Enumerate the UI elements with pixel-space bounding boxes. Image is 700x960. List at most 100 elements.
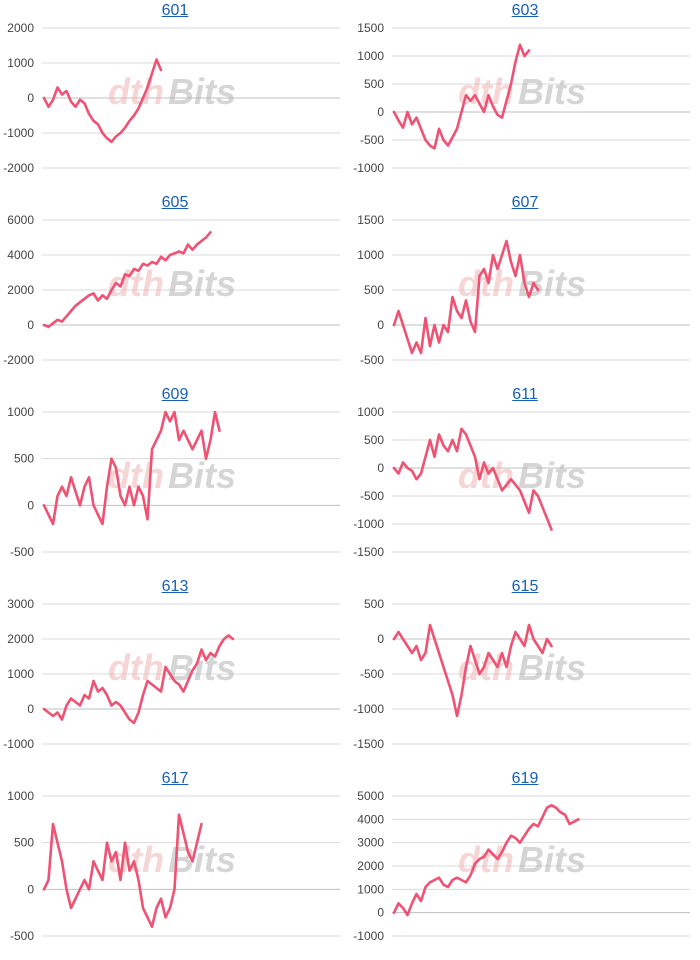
watermark-part2: Bits: [168, 71, 236, 112]
chart-title-link[interactable]: 611: [512, 386, 538, 403]
y-tick-label: -500: [360, 489, 384, 503]
y-tick-label: 500: [364, 283, 384, 297]
chart-panel-615: 500 0 -500 -1000 -1500 dth Bits 615: [350, 576, 700, 768]
series-line-603: [392, 43, 531, 150]
y-tick-label: 2000: [357, 859, 384, 873]
chart-panel-609: 1000 500 0 -500 dth Bits 609: [0, 384, 350, 576]
y-tick-label: -1500: [353, 737, 384, 751]
y-tick-label: 0: [377, 461, 384, 475]
series-line-617: [42, 813, 203, 928]
y-tick-label: 6000: [7, 213, 34, 227]
y-tick-label: 2000: [7, 632, 34, 646]
y-tick-label: 0: [377, 632, 384, 646]
chart-svg-607: 1500 1000 500 0 -500 dth Bits: [357, 213, 690, 367]
chart-title-link[interactable]: 603: [511, 2, 539, 19]
y-tick-label: 1000: [357, 49, 384, 63]
chart-title-link[interactable]: 615: [511, 578, 539, 595]
y-tick-label: 500: [364, 77, 384, 91]
series-line-619: [392, 803, 580, 917]
chart-title-link[interactable]: 601: [161, 2, 189, 19]
y-tick-label: 0: [27, 318, 34, 332]
watermark-part1: dth: [458, 455, 514, 496]
watermark-logo: dth Bits: [108, 647, 236, 688]
chart-svg-613: 3000 2000 1000 0 -1000 dth Bits: [3, 597, 340, 751]
watermark-logo: dth Bits: [458, 71, 586, 112]
series-line-611: [392, 427, 553, 531]
chart-panel-605: 6000 4000 2000 0 -2000 dth Bits 605: [0, 192, 350, 384]
y-tick-label: 0: [27, 91, 34, 105]
y-tick-label: 0: [377, 906, 384, 920]
chart-title-link[interactable]: 607: [511, 194, 539, 211]
y-tick-label: 3000: [357, 836, 384, 850]
y-tick-label: 1000: [7, 789, 34, 803]
chart-panel-603: 1500 1000 500 0 -500 -1000 dth Bits 603: [350, 0, 700, 192]
y-tick-label: -500: [360, 353, 384, 367]
y-tick-label: -1000: [353, 929, 384, 943]
y-tick-label: -1000: [3, 737, 34, 751]
y-tick-label: 2000: [7, 21, 34, 35]
watermark-part2: Bits: [518, 455, 586, 496]
watermark-part1: dth: [458, 263, 514, 304]
watermark-part2: Bits: [518, 71, 586, 112]
series-line-609: [42, 410, 221, 526]
series-line-613: [42, 634, 235, 725]
watermark-logo: dth Bits: [458, 263, 586, 304]
watermark-part1: dth: [108, 71, 164, 112]
y-tick-label: 0: [27, 498, 34, 512]
y-tick-label: 3000: [7, 597, 34, 611]
series-line-615: [392, 623, 553, 718]
y-tick-label: 500: [14, 836, 34, 850]
y-tick-label: -2000: [3, 161, 34, 175]
y-tick-label: 1500: [357, 213, 384, 227]
chart-svg-619: 5000 4000 3000 2000 1000 0 -1000 dth Bits: [353, 789, 690, 943]
y-tick-label: 500: [364, 597, 384, 611]
watermark-logo: dth Bits: [108, 455, 236, 496]
chart-panel-607: 1500 1000 500 0 -500 dth Bits 607: [350, 192, 700, 384]
y-tick-label: 1000: [7, 405, 34, 419]
series-line-605: [42, 230, 212, 329]
watermark-logo: dth Bits: [108, 71, 236, 112]
y-tick-label: 5000: [357, 789, 384, 803]
y-tick-label: 0: [377, 105, 384, 119]
y-tick-label: 0: [27, 882, 34, 896]
watermark-logo: dth Bits: [458, 647, 586, 688]
y-tick-label: -500: [360, 667, 384, 681]
y-tick-label: 0: [377, 318, 384, 332]
y-tick-label: -1000: [353, 517, 384, 531]
chart-title-link[interactable]: 609: [161, 386, 189, 403]
y-tick-label: 1000: [357, 248, 384, 262]
y-tick-label: -2000: [3, 353, 34, 367]
y-tick-label: 4000: [357, 812, 384, 826]
y-tick-label: -500: [10, 545, 34, 559]
chart-svg-605: 6000 4000 2000 0 -2000 dth Bits: [3, 213, 340, 367]
chart-title-link[interactable]: 605: [161, 194, 189, 211]
chart-title-link[interactable]: 619: [511, 770, 539, 787]
y-tick-label: 1000: [7, 667, 34, 681]
chart-panel-611: 1000 500 0 -500 -1000 -1500 dth Bits 611: [350, 384, 700, 576]
chart-title-link[interactable]: 613: [161, 578, 189, 595]
y-tick-label: 500: [14, 452, 34, 466]
watermark-part1: dth: [108, 647, 164, 688]
watermark-part1: dth: [458, 647, 514, 688]
y-tick-label: -1000: [353, 702, 384, 716]
chart-svg-611: 1000 500 0 -500 -1000 -1500 dth Bits: [353, 405, 690, 559]
watermark-part2: Bits: [518, 839, 586, 880]
y-tick-label: 2000: [7, 283, 34, 297]
chart-panel-617: 1000 500 0 -500 dth Bits 617: [0, 768, 350, 960]
chart-svg-603: 1500 1000 500 0 -500 -1000 dth Bits: [353, 21, 690, 175]
watermark-part2: Bits: [168, 455, 236, 496]
watermark-part2: Bits: [518, 647, 586, 688]
chart-panel-601: 2000 1000 0 -1000 -2000 dth Bits 601: [0, 0, 350, 192]
series-line-601: [42, 58, 163, 144]
y-tick-label: 1000: [7, 56, 34, 70]
watermark-logo: dth Bits: [458, 839, 586, 880]
y-tick-label: -1000: [3, 126, 34, 140]
y-tick-label: -500: [10, 929, 34, 943]
y-tick-label: 500: [364, 433, 384, 447]
y-tick-label: 1000: [357, 405, 384, 419]
watermark-part2: Bits: [168, 263, 236, 304]
chart-title-link[interactable]: 617: [161, 770, 189, 787]
y-tick-label: 4000: [7, 248, 34, 262]
